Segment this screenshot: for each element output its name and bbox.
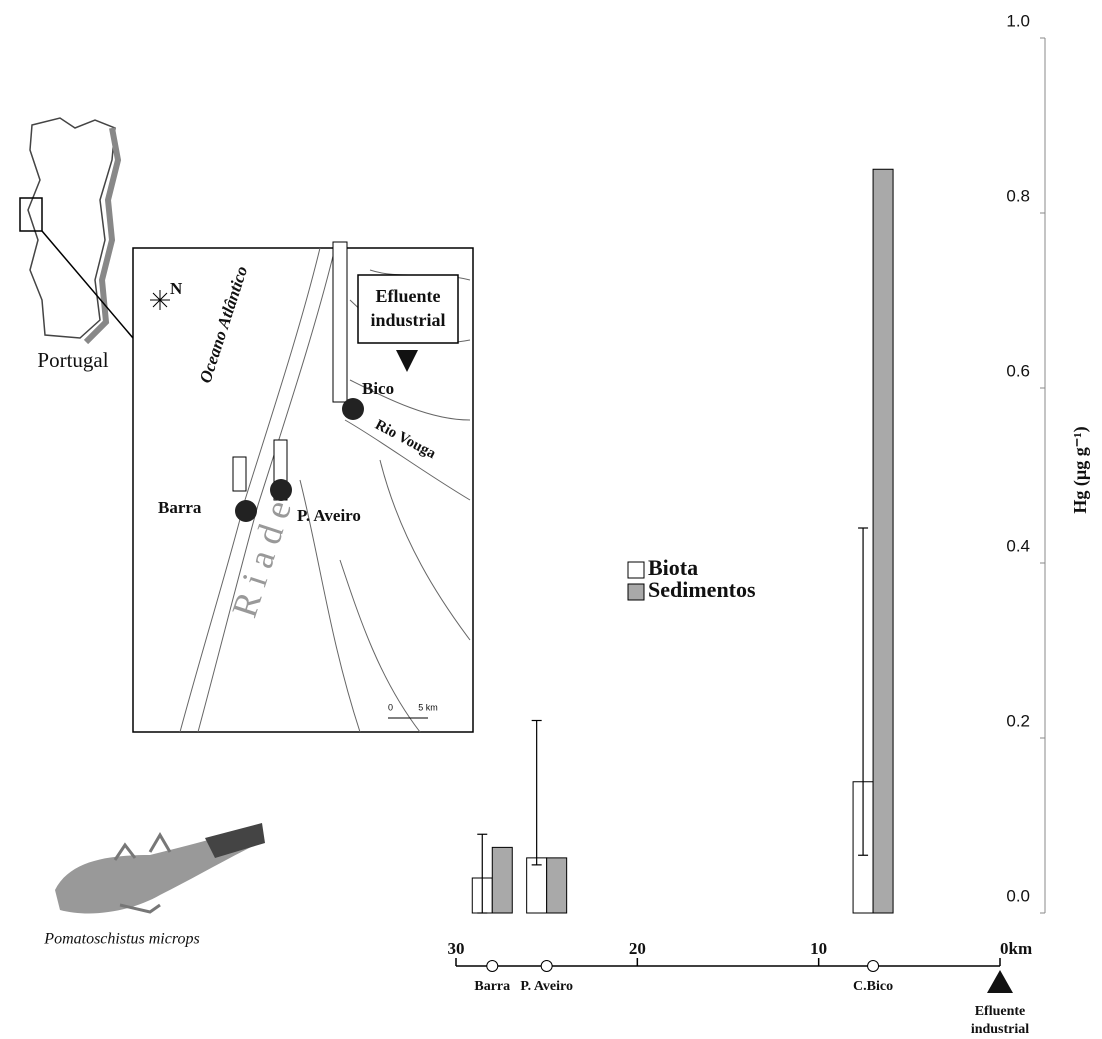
x-tick-label: 10	[810, 939, 827, 958]
river-label: Rio Vouga	[372, 417, 438, 462]
error-bar	[532, 721, 542, 865]
bar	[492, 847, 512, 913]
site-label: Bico	[362, 379, 394, 398]
species-label: Pomatoschistus microps	[43, 931, 199, 948]
fish-illustration	[55, 823, 265, 914]
north-label: N	[170, 279, 183, 298]
y-tick-label: 0.6	[1006, 361, 1030, 380]
y-axis-label: Hg (µg g⁻¹)	[1070, 426, 1091, 513]
x-category-label: C.Bico	[853, 979, 893, 994]
scale-label: 5 km	[418, 702, 438, 712]
figure: Portugal N Oceano Atlântico Efluente ind…	[0, 0, 1102, 1039]
x-tick-label: 30	[448, 939, 465, 958]
effluent-marker	[987, 970, 1013, 993]
x-tick-label: 20	[629, 939, 646, 958]
bar	[527, 858, 547, 913]
y-tick-label: 0.8	[1006, 186, 1030, 205]
lagoon-label: R i a d e	[224, 496, 299, 622]
source-label: industrial	[971, 1022, 1029, 1037]
y-tick-label: 0.2	[1006, 711, 1030, 730]
legend-swatch	[628, 562, 644, 578]
x-category-label: P. Aveiro	[520, 979, 573, 994]
effluent-label: industrial	[370, 310, 445, 330]
y-tick-label: 0.0	[1006, 886, 1030, 905]
country-label: Portugal	[37, 348, 108, 372]
portugal-map	[20, 118, 133, 342]
legend-label: Sedimentos	[648, 577, 756, 602]
effluent-label: Efluente	[376, 286, 441, 306]
y-tick-label: 1.0	[1006, 11, 1030, 30]
site-label: P. Aveiro	[297, 506, 361, 525]
site-label: Barra	[158, 498, 202, 517]
bar	[873, 169, 893, 913]
site-marker	[541, 961, 552, 972]
x-tick-label: 0km	[1000, 939, 1032, 958]
x-category-label: Barra	[474, 979, 510, 994]
bar	[547, 858, 567, 913]
site-marker	[868, 961, 879, 972]
site-marker	[487, 961, 498, 972]
source-label: Efluente	[975, 1004, 1026, 1019]
y-tick-label: 0.4	[1006, 536, 1030, 555]
legend-swatch	[628, 584, 644, 600]
ocean-label: Oceano Atlântico	[196, 264, 252, 386]
scale-label: 0	[388, 702, 393, 712]
